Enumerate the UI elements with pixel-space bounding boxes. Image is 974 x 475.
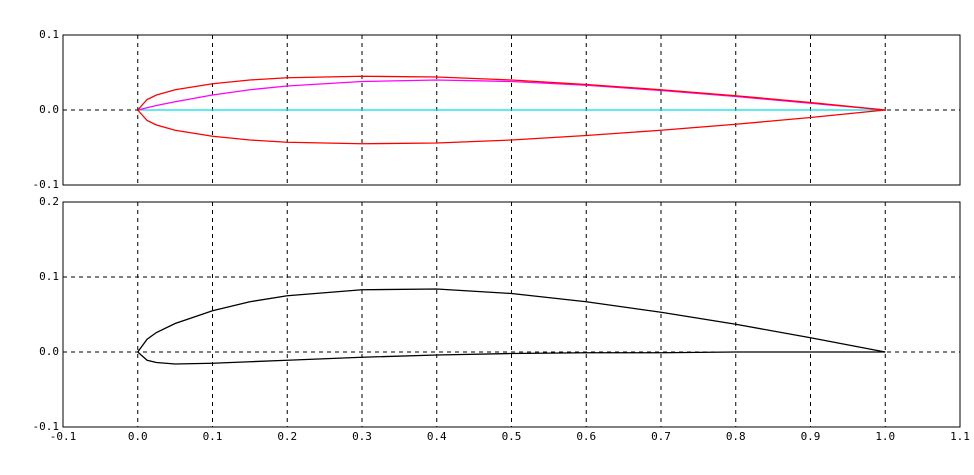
x-tick-label: 0.0	[128, 430, 148, 443]
x-tick-label: 0.3	[352, 430, 372, 443]
line-series	[137, 351, 886, 365]
x-tick-label: 0.2	[277, 430, 297, 443]
line-series	[137, 79, 886, 111]
x-tick-label: 1.1	[950, 430, 970, 443]
x-tick-label: 0.4	[427, 430, 447, 443]
line-series	[137, 109, 886, 145]
x-tick-label: 0.6	[576, 430, 596, 443]
y-tick-label: 0.0	[39, 345, 59, 358]
x-tick-label: 0.8	[726, 430, 746, 443]
y-tick-label: -0.1	[33, 178, 60, 191]
line-series	[137, 75, 886, 111]
line-series	[137, 288, 886, 353]
y-tick-label: 0.2	[39, 195, 59, 208]
y-tick-label: 0.1	[39, 28, 59, 41]
y-tick-label: -0.1	[33, 420, 60, 433]
x-tick-label: 1.0	[875, 430, 895, 443]
x-tick-label: -0.1	[50, 430, 77, 443]
x-tick-label: 0.1	[203, 430, 223, 443]
x-tick-label: 0.5	[502, 430, 522, 443]
x-tick-label: 0.7	[651, 430, 671, 443]
y-tick-label: 0.1	[39, 270, 59, 283]
y-tick-label: 0.0	[39, 103, 59, 116]
x-tick-label: 0.9	[801, 430, 821, 443]
